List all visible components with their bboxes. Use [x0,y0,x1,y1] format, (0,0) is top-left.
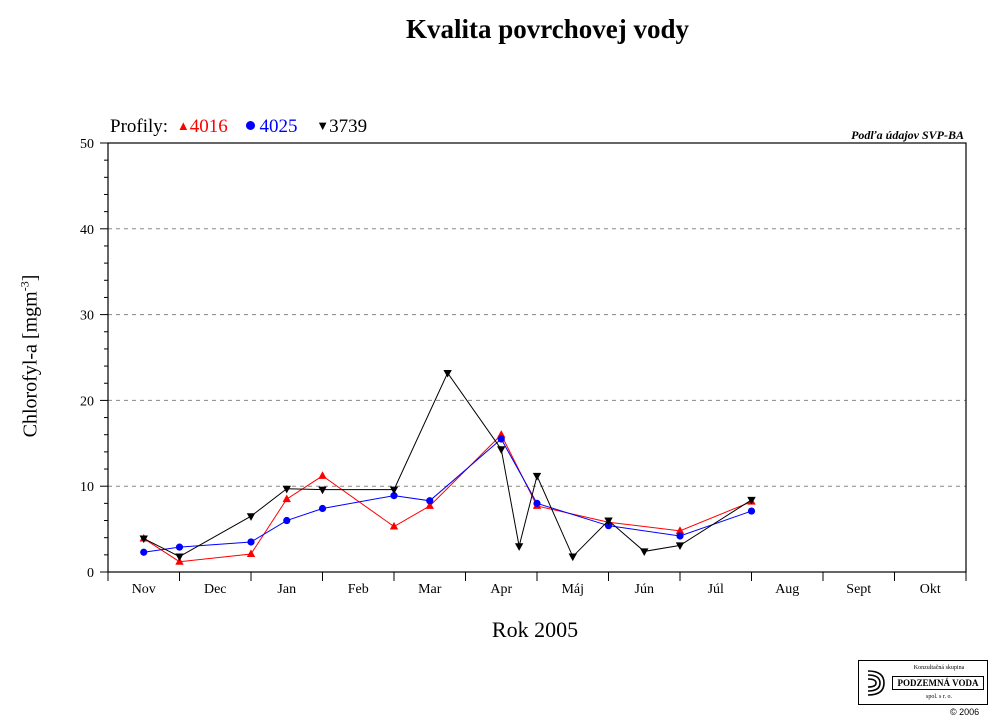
legend: Profily: ▲4016 4025 ▼3739 [110,116,367,138]
point-4025-0 [140,548,148,556]
x-tick-label-5: Apr [490,582,512,597]
point-3739-3 [282,485,291,494]
point-3739-0 [139,535,148,544]
x-axis-label: Rok 2005 [491,617,579,642]
point-4025-4 [318,504,327,513]
company-logo: Konzultačná skupina PODZEMNÁ VODA spol. … [858,660,988,705]
x-tick-label-7: Jún [635,582,654,597]
legend-triangle-down-icon: ▼ [316,118,330,133]
legend-series-4025: 4025 [259,116,298,137]
point-3739-13 [675,542,685,551]
x-tick-label-10: Sept [846,582,871,597]
x-tick-label-4: Mar [418,582,442,597]
y-tick-label-40: 40 [80,223,94,238]
point-3739-5 [389,486,399,495]
legend-series-4016: 4016 [189,116,228,137]
point-3739-2 [246,513,256,521]
copyright: © 2006 [950,707,980,717]
point-4016-7 [497,430,506,438]
series-layer [139,369,756,565]
point-4016-6 [425,501,434,509]
legend-circle-icon [246,121,256,130]
point-4025-7 [497,435,505,443]
x-tick-label-1: Dec [204,582,227,597]
point-4016-2 [246,549,256,557]
series-line-4016 [143,433,752,563]
point-4016-3 [282,494,291,503]
point-3739-14 [747,496,756,505]
point-4025-6 [426,497,434,505]
point-3739-8 [514,543,524,551]
x-tick-label-8: Júl [708,582,724,597]
point-3739-9 [532,472,542,481]
point-4016-10 [675,526,685,534]
legend-triangle-up-icon: ▲ [176,118,190,133]
logo-sub-text: spol. s r. o. [925,694,952,700]
y-tick-label-50: 50 [80,137,94,152]
x-tick-label-3: Feb [348,582,369,597]
point-3739-10 [568,553,577,562]
axes: 0 10 20 30 40 50 Nov Dec Jan Feb Mar Apr Máj Jún Júl Au… [80,137,967,597]
point-4025-2 [247,538,255,546]
point-4025-1 [175,543,184,551]
point-4016-4 [318,471,327,479]
gridlines [108,228,966,487]
point-4025-5 [390,492,398,500]
point-4025-8 [533,499,541,507]
series-line-4025 [143,438,752,553]
legend-title: Profily: [110,116,169,137]
logo-top-text: Konzultačná skupina [913,665,965,671]
legend-series-3739: 3739 [329,116,368,137]
logo-emblem-icon [867,670,885,696]
point-3739-7 [497,446,506,454]
x-tick-label-11: Okt [920,582,941,597]
point-4016-5 [389,521,399,530]
y-tick-label-30: 30 [80,309,94,324]
chart-title: Kvalita povrchovej vody [406,14,689,44]
point-4025-9 [604,522,613,530]
point-4025-10 [676,532,684,540]
point-3739-12 [640,548,649,557]
y-tick-label-0: 0 [87,566,94,581]
x-tick-label-6: Máj [561,582,584,597]
y-tick-label-20: 20 [80,394,94,409]
x-tick-label-2: Jan [277,582,296,597]
point-4025-3 [283,516,291,525]
point-3739-6 [443,369,452,378]
point-3739-4 [318,486,327,495]
logo-name: PODZEMNÁ VODA [892,676,984,690]
point-3739-11 [604,517,613,526]
x-tick-label-0: Nov [132,582,156,597]
source-note: Podľa údajov SVP-BA [851,128,964,142]
x-tick-label-9: Aug [775,582,799,597]
point-4025-11 [747,507,756,515]
point-3739-1 [175,553,184,562]
y-tick-label-10: 10 [80,480,94,495]
